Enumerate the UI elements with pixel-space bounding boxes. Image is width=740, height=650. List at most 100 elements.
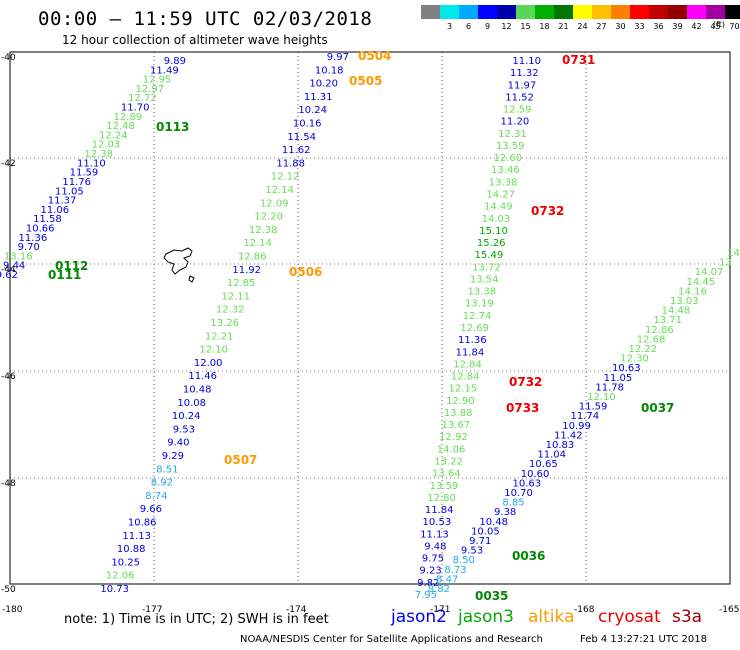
wave-height-value: 11.20 xyxy=(501,117,530,128)
footer-note: note: 1) Time is in UTC; 2) SWH is in fe… xyxy=(64,612,329,627)
scale-cell: 42 xyxy=(687,5,706,32)
scale-swatch xyxy=(421,5,440,19)
wave-height-value: 9.23 xyxy=(419,566,441,577)
wave-height-value: 10.48 xyxy=(183,385,212,396)
lon-label: -174 xyxy=(286,605,307,615)
pass-time-label: 0504 xyxy=(358,49,391,63)
wave-height-value: 10.18 xyxy=(315,65,344,76)
wave-height-value: 14.27 xyxy=(486,190,515,201)
wave-height-value: 14.07 xyxy=(695,267,724,278)
pass-time-label: 0111 xyxy=(48,268,81,282)
wave-height-value: 9.89 xyxy=(164,56,186,67)
timestamp: Feb 4 13:27:21 UTC 2018 xyxy=(580,634,707,645)
pass-time-label: 0731 xyxy=(562,53,595,67)
scale-label: 33 xyxy=(634,22,645,31)
lat-label: -44 xyxy=(1,265,16,275)
wave-height-value: 12.20 xyxy=(254,212,283,223)
wave-height-value: 13.03 xyxy=(670,296,699,307)
wave-height-value: 10.63 xyxy=(512,478,541,489)
wave-height-value: 13.22 xyxy=(434,457,463,468)
wave-height-value: 14 xyxy=(727,248,740,259)
wave-height-value: 14.03 xyxy=(482,214,511,225)
wave-height-value: 8.74 xyxy=(145,491,167,502)
scale-cell: 70 xyxy=(725,5,740,32)
wave-height-value: 10.86 xyxy=(128,518,157,529)
axis-labels: -180 -177 -174 -171 -168 -165 -40 -42 -44 -46 -48 -… xyxy=(1,53,739,615)
lon-label: -171 xyxy=(430,605,450,615)
scale-swatch xyxy=(725,5,740,19)
wave-height-value: 10.08 xyxy=(177,398,206,409)
satellite-tracks: 9.8911.4912.9512.9712.7211.7012.8912.481… xyxy=(0,49,740,603)
wave-height-value: 11.84 xyxy=(425,505,454,516)
lat-label: -48 xyxy=(1,479,16,489)
lon-label: -177 xyxy=(142,605,162,615)
scale-cell: 39 xyxy=(668,5,687,32)
wave-height-value: 13.59 xyxy=(496,141,525,152)
scale-swatch xyxy=(478,5,497,19)
wave-height-value: 12.24 xyxy=(99,130,128,141)
wave-height-value: 12.14 xyxy=(265,185,294,196)
track-0113: 9.8911.4912.9512.9712.7211.7012.8912.481… xyxy=(0,56,189,282)
pass-time-label: 0113 xyxy=(156,120,189,134)
scale-label: 15 xyxy=(520,22,531,31)
pass-time-label: 0507 xyxy=(224,453,257,467)
wave-height-value: 15.49 xyxy=(475,250,504,261)
wave-height-value: 12.12 xyxy=(271,172,300,183)
scale-label: 39 xyxy=(672,22,683,31)
wave-height-value: 15.10 xyxy=(479,226,508,237)
scale-swatch xyxy=(440,5,459,19)
wave-height-value: 12.38 xyxy=(84,149,113,160)
wave-height-value: 11.05 xyxy=(604,373,633,384)
wave-height-value: 12.22 xyxy=(628,344,657,355)
scale-label: 70 xyxy=(729,22,740,31)
wave-height-value: 11.92 xyxy=(232,265,261,276)
scale-cell: 33 xyxy=(630,5,649,32)
scale-label: 9 xyxy=(484,22,491,31)
scale-unit: (ft) xyxy=(713,20,726,29)
map-frame xyxy=(9,51,731,585)
wave-height-value: 11.62 xyxy=(282,145,311,156)
wave-height-value: 12.30 xyxy=(620,354,649,365)
wave-height-value: 13.59 xyxy=(430,481,459,492)
wave-height-value: 14.48 xyxy=(662,306,691,317)
island-shape xyxy=(163,247,193,275)
wave-height-value: 11.37 xyxy=(48,196,77,207)
scale-cell: 15 xyxy=(516,5,535,32)
wave-height-value: 9.40 xyxy=(167,438,189,449)
wave-height-value: 11.36 xyxy=(19,233,48,244)
scale-cell: 27 xyxy=(592,5,611,32)
wave-height-value: 10.88 xyxy=(117,544,146,555)
wave-height-value: 13.67 xyxy=(441,420,470,431)
pass-time-label: 0732 xyxy=(531,204,564,218)
scale-cell: 9 xyxy=(478,5,497,32)
wave-height-value: 11.52 xyxy=(505,92,534,103)
wave-height-value: 11.36 xyxy=(458,335,487,346)
wave-height-value: 12.06 xyxy=(106,571,135,582)
wave-height-value: 12.48 xyxy=(106,121,135,132)
pass-time-label: 0505 xyxy=(349,74,382,88)
wave-height-value: 9.97 xyxy=(327,52,349,63)
color-scale: 3 6 9 12 15 18 21 24 27 30 33 36 39 42 45 70 xyxy=(421,5,740,32)
scale-swatch xyxy=(706,5,725,19)
pass-time-label: 0036 xyxy=(512,549,545,563)
wave-height-value: 12.31 xyxy=(498,129,527,140)
pass-time-label: 0037 xyxy=(641,401,674,415)
wave-height-value: 13.71 xyxy=(653,315,682,326)
track-0504: 9.97 10.18 10.20 11.31 10.24 10.16 11.54 11.62 1… xyxy=(100,49,391,595)
lat-label: -40 xyxy=(1,53,16,63)
wave-height-value: 12.80 xyxy=(427,493,456,504)
scale-label: 45 xyxy=(710,22,721,31)
wave-height-value: 12.84 xyxy=(451,372,480,383)
wave-height-value: 8.50 xyxy=(453,555,475,566)
scale-cell: 12 xyxy=(497,5,516,32)
wave-height-value: 13.26 xyxy=(210,318,239,329)
wave-height-value: 12.84 xyxy=(453,359,482,370)
scale-cell: 18 xyxy=(535,5,554,32)
scale-swatch xyxy=(497,5,516,19)
lon-label: -168 xyxy=(574,605,595,615)
wave-height-value: 8.92 xyxy=(151,478,173,489)
scale-swatch xyxy=(649,5,668,19)
page-title: 00:00 – 11:59 UTC 02/03/2018 xyxy=(38,8,373,30)
wave-height-value: 9.48 xyxy=(424,542,446,553)
